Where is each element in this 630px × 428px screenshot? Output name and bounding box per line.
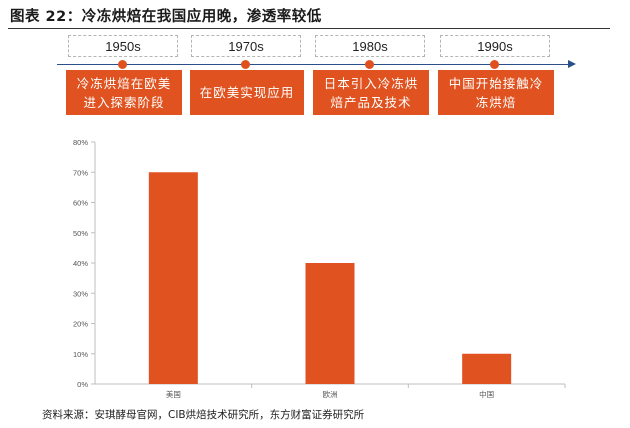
bar-2 [462, 353, 512, 384]
figure-title: 图表 22：冷冻烘焙在我国应用晚，渗透率较低 [10, 9, 322, 25]
x-tick-label: 美国 [166, 389, 181, 399]
y-tick-label: 70% [73, 168, 88, 177]
decade-1990s: 1990s [440, 35, 550, 57]
x-tick-label: 中国 [479, 389, 494, 399]
y-tick-label: 80% [73, 138, 88, 147]
y-tick-label: 40% [73, 259, 88, 268]
decade-1970s: 1970s [191, 35, 301, 57]
source-note: 资料来源：安琪酵母官网，CIB烘焙技术研究所，东方财富证券研究所 [42, 409, 365, 421]
y-tick-label: 20% [73, 320, 88, 329]
timeline-marker-1990s [490, 60, 499, 69]
bar-1 [305, 263, 355, 384]
event-1980s: 日本引入冷冻烘焙产品及技术 [313, 70, 429, 115]
event-1990s: 中国开始接触冷冻烘焙 [438, 70, 554, 115]
event-1950s: 冷冻烘焙在欧美进入探索阶段 [66, 70, 182, 115]
timeline-axis [57, 64, 569, 65]
title-divider [8, 28, 610, 29]
timeline-marker-1950s [118, 60, 127, 69]
timeline-marker-1970s [241, 60, 250, 69]
y-tick-label: 10% [73, 350, 88, 359]
event-1970s: 在欧美实现应用 [190, 70, 304, 115]
y-tick-label: 50% [73, 229, 88, 238]
y-tick-label: 60% [73, 199, 88, 208]
x-tick-label: 欧洲 [323, 389, 338, 399]
timeline-arrow-icon [568, 60, 576, 68]
timeline-marker-1980s [365, 60, 374, 69]
y-tick-label: 0% [77, 380, 88, 389]
y-tick-label: 30% [73, 289, 88, 298]
decade-1980s: 1980s [315, 35, 425, 57]
bar-0 [148, 172, 198, 384]
decade-1950s: 1950s [68, 35, 178, 57]
